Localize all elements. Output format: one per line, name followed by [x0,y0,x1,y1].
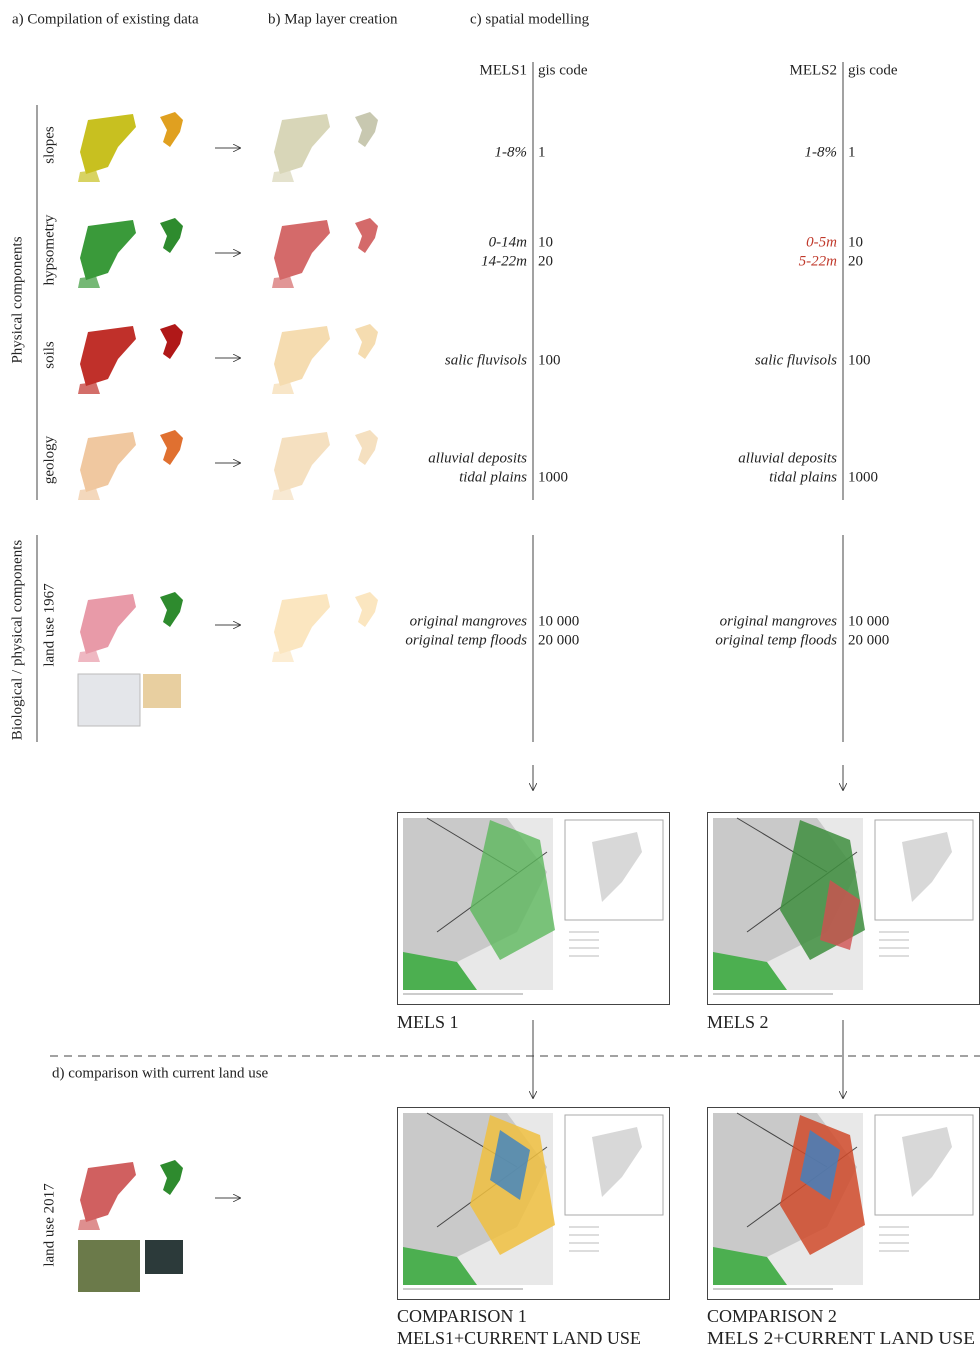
diagram: a) Compilation of existing data b) Map l… [0,0,980,1349]
gis-code: 10 000 [538,613,579,629]
model-name: MELS2 [789,62,837,78]
code-header: gis code [848,62,898,78]
source-maps [78,112,183,1292]
class-label: salic fluvisols [755,352,837,368]
gis-code: 100 [538,352,561,368]
gis-code: 20 [538,253,553,269]
gis-code: 1 [848,144,856,160]
group-label: Biological / physical components [9,540,25,741]
comparison-label: MELS1+CURRENT LAND USE [397,1328,641,1348]
gis-code: 20 000 [538,632,579,648]
class-label: original mangroves [410,613,528,629]
class-label: 0-5m [806,234,837,250]
section-header: d) comparison with current land use [52,1065,269,1081]
code-header: gis code [538,62,588,78]
section-header: c) spatial modelling [470,11,590,27]
gis-code: 100 [848,352,871,368]
layer-maps [272,112,378,662]
gis-code: 20 000 [848,632,889,648]
group-label: Physical components [9,236,25,363]
layer-label: land use 1967 [41,583,57,667]
layer-label: hypsometry [41,214,57,285]
class-label: 1-8% [495,144,528,160]
layer-label: slopes [41,126,57,164]
class-label: 5-22m [799,253,837,269]
layer-label: geology [41,435,57,484]
gis-code: 10 [538,234,553,250]
result-label: MELS 2 [707,1012,769,1032]
class-label: original temp floods [405,632,527,648]
class-label: 1-8% [805,144,838,160]
class-label: alluvial deposits [428,450,527,466]
layer-label: land use 2017 [41,1183,57,1267]
class-label: 14-22m [481,253,527,269]
gis-code: 1 [538,144,546,160]
class-label: 0-14m [489,234,527,250]
comparison-label: COMPARISON 2 [707,1306,837,1326]
class-label: original temp floods [715,632,837,648]
gis-code: 1000 [538,469,568,485]
class-label: salic fluvisols [445,352,527,368]
gis-code: 10 000 [848,613,889,629]
gis-code: 1000 [848,469,878,485]
arrows [215,148,843,1198]
class-label: tidal plains [769,469,837,485]
class-label: alluvial deposits [738,450,837,466]
class-label: original mangroves [720,613,838,629]
gis-code: 20 [848,253,863,269]
result-label: MELS 1 [397,1012,459,1032]
comparison-label: MELS 2+CURRENT LAND USE [707,1328,975,1348]
section-header: a) Compilation of existing data [12,11,199,27]
page: {"headers": {"a": "a) Compilation of exi… [0,0,980,1349]
model-name: MELS1 [479,62,527,78]
section-header: b) Map layer creation [268,11,398,27]
comparison-label: COMPARISON 1 [397,1306,527,1326]
class-label: tidal plains [459,469,527,485]
gis-code: 10 [848,234,863,250]
layer-label: soils [41,341,57,369]
